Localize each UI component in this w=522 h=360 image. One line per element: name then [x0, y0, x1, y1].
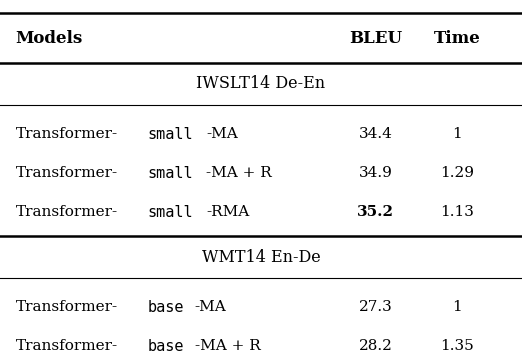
Text: 27.3: 27.3 [359, 301, 393, 314]
Text: 35.2: 35.2 [358, 205, 394, 219]
Text: small: small [147, 127, 193, 142]
Text: small: small [147, 166, 193, 181]
Text: Transformer-: Transformer- [16, 127, 118, 141]
Text: base: base [147, 339, 184, 354]
Text: WMT14 En-De: WMT14 En-De [201, 248, 321, 266]
Text: -MA: -MA [195, 301, 226, 314]
Text: IWSLT14 De-En: IWSLT14 De-En [196, 75, 326, 93]
Text: base: base [147, 300, 184, 315]
Text: -MA + R: -MA + R [195, 339, 260, 353]
Text: 34.4: 34.4 [359, 127, 393, 141]
Text: 1.13: 1.13 [440, 205, 473, 219]
Text: small: small [147, 204, 193, 220]
Text: -RMA: -RMA [206, 205, 250, 219]
Text: -MA: -MA [206, 127, 238, 141]
Text: 1: 1 [452, 301, 461, 314]
Text: 28.2: 28.2 [359, 339, 393, 353]
Text: 1.29: 1.29 [440, 166, 474, 180]
Text: Time: Time [433, 30, 480, 47]
Text: Transformer-: Transformer- [16, 166, 118, 180]
Text: -MA + R: -MA + R [206, 166, 272, 180]
Text: Transformer-: Transformer- [16, 301, 118, 314]
Text: Models: Models [16, 30, 83, 47]
Text: BLEU: BLEU [349, 30, 402, 47]
Text: 1: 1 [452, 127, 461, 141]
Text: Transformer-: Transformer- [16, 205, 118, 219]
Text: Transformer-: Transformer- [16, 339, 118, 353]
Text: 34.9: 34.9 [359, 166, 393, 180]
Text: 1.35: 1.35 [440, 339, 473, 353]
